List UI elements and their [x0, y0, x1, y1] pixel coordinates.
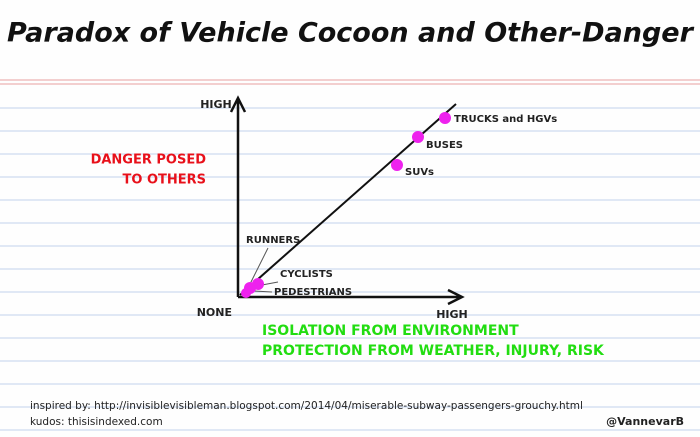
- node-label: TRUCKS and HGVs: [454, 114, 557, 125]
- origin-label: NONE: [197, 306, 232, 319]
- points: [241, 112, 451, 298]
- x-high: HIGH: [436, 308, 468, 321]
- footer-handle: @VannevarB: [606, 415, 684, 428]
- y-title: DANGER POSED: [91, 153, 207, 168]
- x-title: ISOLATION FROM ENVIRONMENT: [262, 323, 519, 339]
- y-high: HIGH: [200, 98, 232, 111]
- title: Paradox of Vehicle Cocoon and Other-Dang…: [7, 18, 695, 49]
- node-label: BUSES: [426, 140, 463, 151]
- footer-kudos: kudos: thisisindexed.com: [30, 416, 163, 428]
- node-label: SUVs: [405, 167, 434, 178]
- y-title: TO OTHERS: [123, 173, 207, 188]
- node-label: CYCLISTS: [280, 269, 333, 280]
- node-label: RUNNERS: [246, 235, 300, 246]
- node-label: PEDESTRIANS: [274, 287, 352, 298]
- footer-inspired: inspired by: http://invisiblevisibleman.…: [30, 400, 583, 412]
- paper-rules: [0, 79, 700, 431]
- x-title: PROTECTION FROM WEATHER, INJURY, RISK: [262, 343, 605, 359]
